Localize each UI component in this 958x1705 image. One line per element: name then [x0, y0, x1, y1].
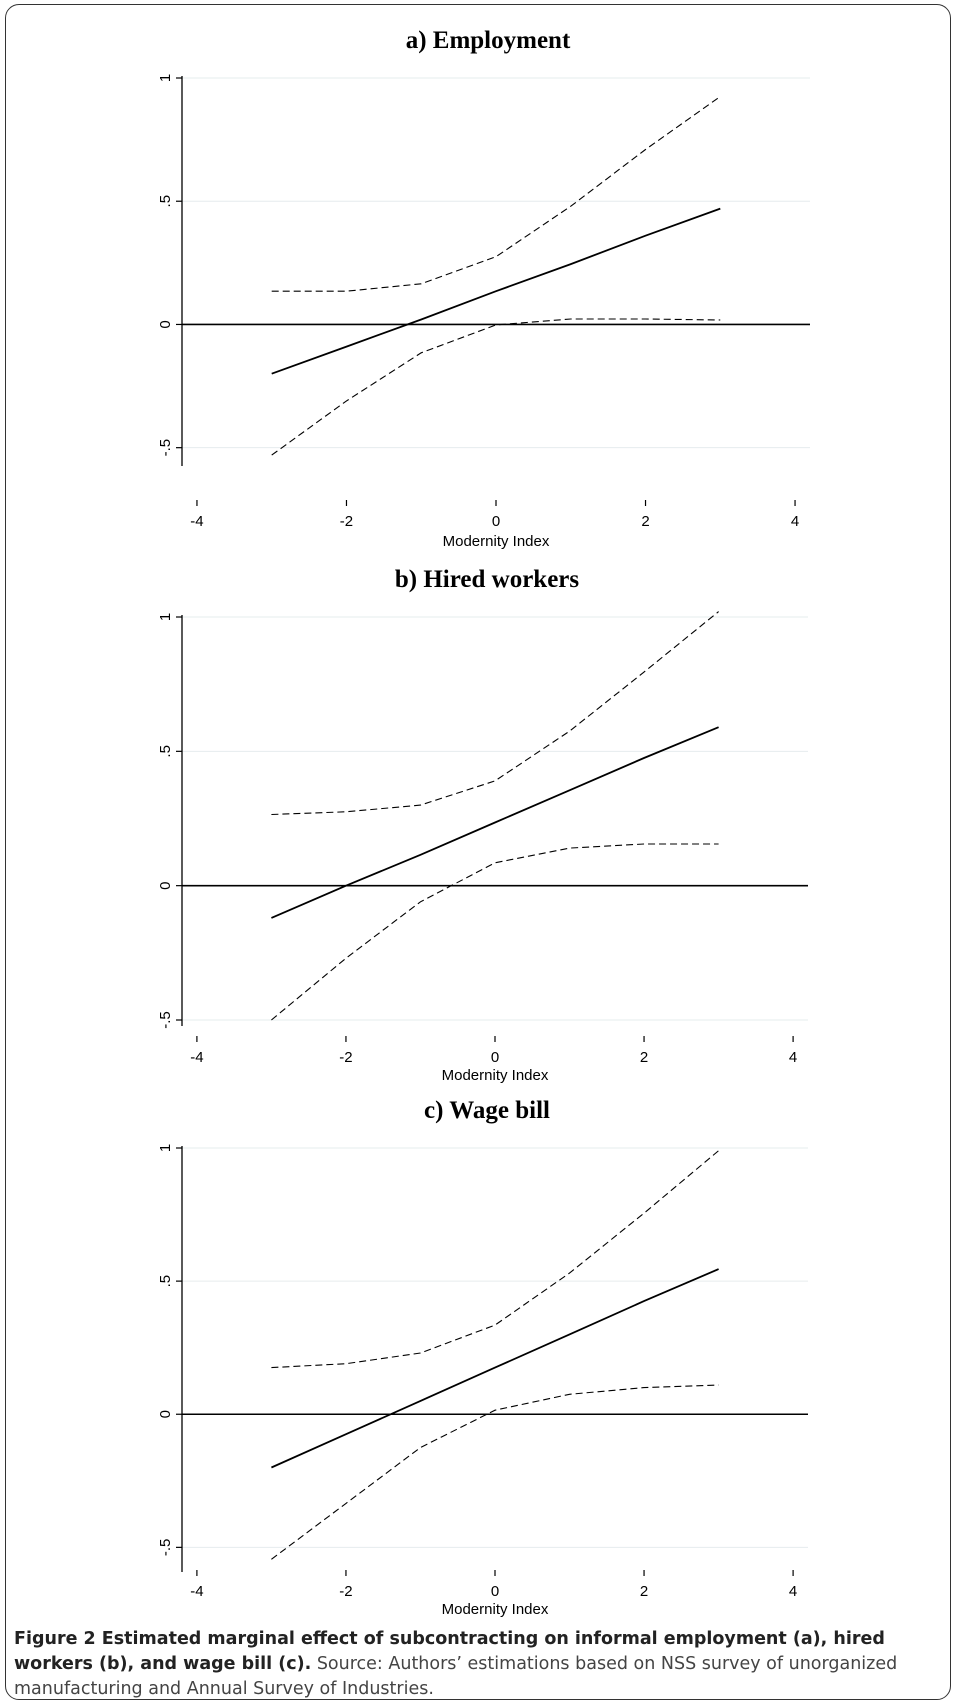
figure-frame: [5, 4, 951, 1700]
x-tick-label: 0: [492, 513, 500, 530]
x-tick-label: -2: [339, 1049, 352, 1066]
confidence-bound-line: [271, 96, 721, 292]
y-tick-label: -.5: [157, 1011, 174, 1029]
y-tick-label: 0: [157, 881, 174, 889]
confidence-bound-line: [271, 1384, 719, 1560]
chart-panel-1: a) Employment -.5 0 .5 1 -4 -2 0 2 4 Modernity Ind…: [157, 27, 810, 550]
chart-title: c) Wage bill: [424, 1097, 550, 1124]
marginal-effect-line: [271, 726, 719, 919]
x-tick-label: 0: [491, 1049, 499, 1066]
chart-panel-2: b) Hired workers -.5 0 .5 1 -4 -2 0 2 4 Modernity …: [157, 566, 808, 1084]
x-tick-label: 2: [641, 513, 649, 530]
y-tick-label: 0: [157, 1410, 174, 1418]
figure-caption-text: Source: Authors’ estimations based on NS…: [14, 1654, 898, 1699]
chart-title: a) Employment: [406, 27, 571, 54]
figure-caption: Figure 2 Estimated marginal effect of su…: [14, 1627, 944, 1702]
y-tick-label: -.5: [157, 439, 174, 457]
y-tick-label: -.5: [157, 1539, 174, 1557]
x-axis-label: Modernity Index: [443, 533, 550, 550]
y-tick-label: 0: [157, 320, 174, 328]
x-tick-label: 2: [640, 1583, 648, 1600]
y-tick-label: .5: [157, 195, 174, 208]
x-tick-label: -4: [190, 1583, 203, 1600]
x-tick-label: 4: [789, 1583, 797, 1600]
y-tick-label: 1: [157, 613, 174, 621]
marginal-effect-line: [271, 207, 721, 375]
x-tick-label: 0: [491, 1583, 499, 1600]
x-tick-label: -4: [190, 1049, 203, 1066]
confidence-bound-line: [271, 843, 719, 1021]
figure-caption-title: Figure 2 Estimated marginal effect of su…: [14, 1629, 885, 1674]
y-tick-label: 1: [157, 1144, 174, 1152]
y-tick-label: .5: [157, 1275, 174, 1288]
x-tick-label: 4: [789, 1049, 797, 1066]
x-tick-label: 4: [791, 513, 799, 530]
confidence-bound-line: [271, 1150, 719, 1369]
x-tick-label: -4: [190, 513, 203, 530]
chart-panel-3: c) Wage bill -.5 0 .5 1 -4 -2 0 2 4 Modernity Inde…: [157, 1097, 808, 1618]
x-tick-label: -2: [340, 513, 353, 530]
x-tick-label: -2: [339, 1583, 352, 1600]
marginal-effect-line: [271, 1268, 719, 1469]
y-tick-label: 1: [157, 74, 174, 82]
y-tick-label: .5: [157, 745, 174, 758]
confidence-bound-line: [271, 318, 721, 456]
chart-title: b) Hired workers: [395, 566, 580, 593]
confidence-bound-line: [271, 611, 719, 816]
x-tick-label: 2: [640, 1049, 648, 1066]
x-axis-label: Modernity Index: [442, 1601, 549, 1618]
x-axis-label: Modernity Index: [442, 1067, 549, 1084]
